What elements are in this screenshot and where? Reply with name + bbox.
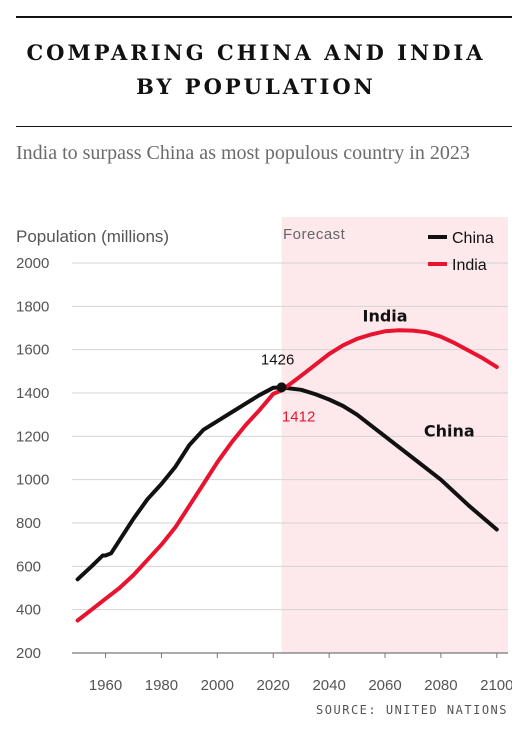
x-axis-ticks: 1960 1980 2000 2020 2040 2060 2080 2100 xyxy=(89,653,512,694)
x-tick-label-2040: 2040 xyxy=(312,677,345,694)
forecast-label: Forecast xyxy=(283,226,346,243)
source-note: SOURCE: UNITED NATIONS xyxy=(316,703,508,717)
y-tick-label-2000: 2000 xyxy=(16,255,49,272)
india-crossing-value: 1412 xyxy=(282,408,315,425)
x-tick-label-2060: 2060 xyxy=(368,677,401,694)
series-annotation-india: India xyxy=(362,307,407,326)
series-line-china xyxy=(75,385,499,582)
y-tick-label-1400: 1400 xyxy=(16,385,49,402)
y-axis-label: Population (millions) xyxy=(16,227,169,246)
x-tick-label-2100: 2100 xyxy=(480,677,512,694)
y-tick-label-200: 200 xyxy=(16,645,41,662)
y-tick-label-1200: 1200 xyxy=(16,428,49,445)
title-line-2: BY POPULATION xyxy=(136,74,376,99)
top-rule xyxy=(16,16,512,18)
x-tick-label-2020: 2020 xyxy=(257,677,290,694)
legend: China India xyxy=(428,230,494,274)
y-tick-label-1800: 1800 xyxy=(16,298,49,315)
grid-lines xyxy=(72,262,508,654)
legend-label-china: China xyxy=(452,230,494,247)
x-tick-label-2000: 2000 xyxy=(201,677,234,694)
title-line-1: COMPARING CHINA AND INDIA xyxy=(26,40,486,65)
china-crossing-value: 1426 xyxy=(261,351,294,368)
x-tick-label-1960: 1960 xyxy=(89,677,122,694)
forecast-region xyxy=(281,217,508,653)
y-tick-label-1600: 1600 xyxy=(16,342,49,359)
crossing-point xyxy=(276,382,287,393)
title-divider xyxy=(16,126,512,127)
y-tick-label-1000: 1000 xyxy=(16,472,49,489)
chart-title: COMPARING CHINA AND INDIA BY POPULATION xyxy=(16,36,496,104)
annotations: 1426 1412 India China xyxy=(261,307,475,441)
series-annotation-china: China xyxy=(424,421,475,440)
x-tick-label-2080: 2080 xyxy=(424,677,457,694)
y-tick-label-400: 400 xyxy=(16,602,41,619)
y-tick-label-600: 600 xyxy=(16,558,41,575)
legend-label-india: India xyxy=(452,257,487,274)
y-tick-label-800: 800 xyxy=(16,515,41,532)
x-tick-label-1980: 1980 xyxy=(145,677,178,694)
y-axis-ticks: 200 400 600 800 1000 1200 1400 1600 1800 2000 xyxy=(16,255,49,662)
chart-subtitle: India to surpass China as most populous … xyxy=(16,142,470,164)
